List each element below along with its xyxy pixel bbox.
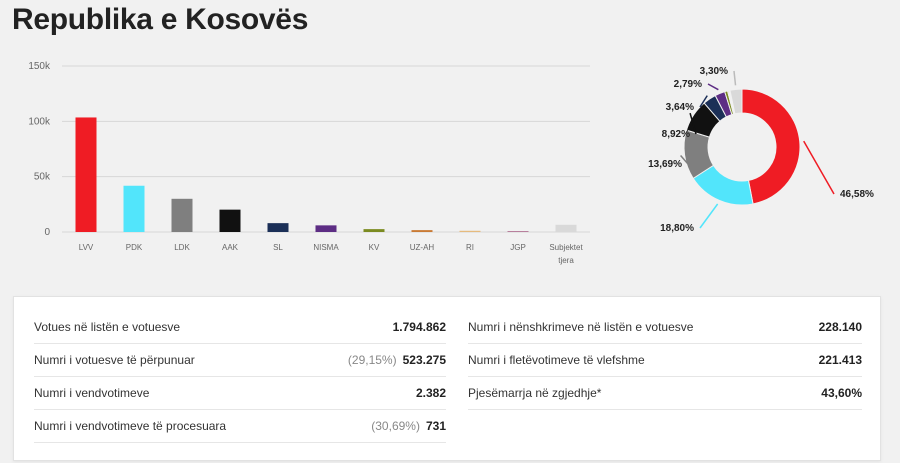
stat-value: 731 [425, 419, 446, 433]
x-tick-label: AAK [222, 243, 239, 252]
x-tick-label: KV [369, 243, 380, 252]
bar [123, 185, 145, 232]
x-tick-label: NISMA [313, 243, 339, 252]
stats-right-column: Numri i nënshkrimeve në listën e votuesv… [468, 311, 862, 410]
bar [555, 224, 577, 232]
stat-label: Votues në listën e votuesve [34, 320, 181, 334]
stat-percent: (30,69%) [371, 419, 420, 433]
bar [507, 231, 529, 232]
stat-percent: (29,15%) [347, 353, 397, 367]
stat-row: Numri i nënshkrimeve në listën e votuesv… [468, 311, 862, 344]
x-tick-label: PDK [126, 243, 143, 252]
stat-value: 1.794.862 [392, 320, 446, 334]
stat-value: 221.413 [818, 353, 862, 367]
stat-row: Numri i vendvotimeve të procesuara (30,6… [34, 410, 446, 443]
pie-leader-line [699, 203, 719, 229]
pie-label: 3,30% [700, 66, 728, 77]
bar [411, 230, 433, 232]
x-tick-label: SL [273, 243, 283, 252]
bar [267, 223, 289, 232]
pie-leader-line [680, 155, 689, 165]
stat-row: Numri i votuesve të përpunuar (29,15%) 5… [34, 344, 446, 377]
y-tick-label: 150k [28, 61, 51, 72]
stat-value: 2.382 [415, 386, 446, 400]
charts-svg: 0 50k 100k 150k LVV PDK LDK AAK SL NISMA KV UZ-AH RI… [28, 61, 874, 265]
stat-value: 228.140 [818, 320, 862, 334]
stat-label: Numri i vendvotimeve të procesuara [34, 419, 227, 433]
bar [171, 198, 193, 232]
y-tick-label: 0 [44, 227, 50, 238]
x-tick-label: RI [466, 243, 474, 252]
stats-left-column: Votues në listën e votuesve 1.794.862 Nu… [34, 311, 446, 443]
pie-leader-line [689, 112, 697, 135]
pie-leader-line [733, 70, 737, 86]
bar [363, 229, 385, 232]
x-tick-label: UZ-AH [410, 243, 435, 252]
pie-leader-line [803, 140, 835, 195]
stat-row: Numri i fletëvotimeve të vlefshme 221.41… [468, 344, 862, 377]
stat-value: 43,60% [821, 386, 862, 400]
pie-label: 46,58% [840, 189, 874, 200]
pie-slice [729, 88, 743, 115]
page-title: Republika e Kosovës [12, 3, 309, 36]
stats-card: Votues në listën e votuesve 1.794.862 Nu… [13, 296, 881, 461]
stat-label: Numri i vendvotimeve [34, 386, 150, 400]
pie-label: 8,92% [662, 129, 690, 140]
x-tick-label: LVV [79, 243, 94, 252]
x-tick-label: Subjektet tjera [549, 243, 583, 265]
pie-label: 2,79% [674, 79, 702, 90]
pie-slice [741, 88, 801, 205]
y-tick-label: 50k [34, 172, 51, 183]
stat-label: Numri i votuesve të përpunuar [34, 353, 195, 367]
charts-section: 0 50k 100k 150k LVV PDK LDK AAK SL NISMA KV UZ-AH RI… [0, 50, 900, 290]
pie-leader-line [699, 95, 708, 108]
x-tick-label: JGP [510, 243, 526, 252]
bar [459, 230, 481, 232]
stat-label: Numri i fletëvotimeve të vlefshme [468, 353, 645, 367]
stat-label: Pjesëmarrja në zgjedhje* [468, 386, 602, 400]
x-tick-label: LDK [174, 243, 190, 252]
stat-row: Pjesëmarrja në zgjedhje* 43,60% [468, 377, 862, 410]
stat-row: Votues në listën e votuesve 1.794.862 [34, 311, 446, 344]
pie-label: 3,64% [666, 102, 694, 113]
pie-leader-line [707, 83, 719, 91]
x-tick-label-line: Subjektet [549, 243, 583, 252]
y-tick-label: 100k [28, 116, 51, 127]
pie-label: 18,80% [660, 223, 694, 234]
bar [75, 117, 97, 232]
stat-label: Numri i nënshkrimeve në listën e votuesv… [468, 320, 694, 334]
x-tick-label-line: tjera [558, 256, 574, 265]
bar [219, 209, 241, 232]
stat-row: Numri i vendvotimeve 2.382 [34, 377, 446, 410]
bar [315, 225, 337, 232]
stat-value: 523.275 [402, 353, 446, 367]
pie-label: 13,69% [648, 159, 682, 170]
